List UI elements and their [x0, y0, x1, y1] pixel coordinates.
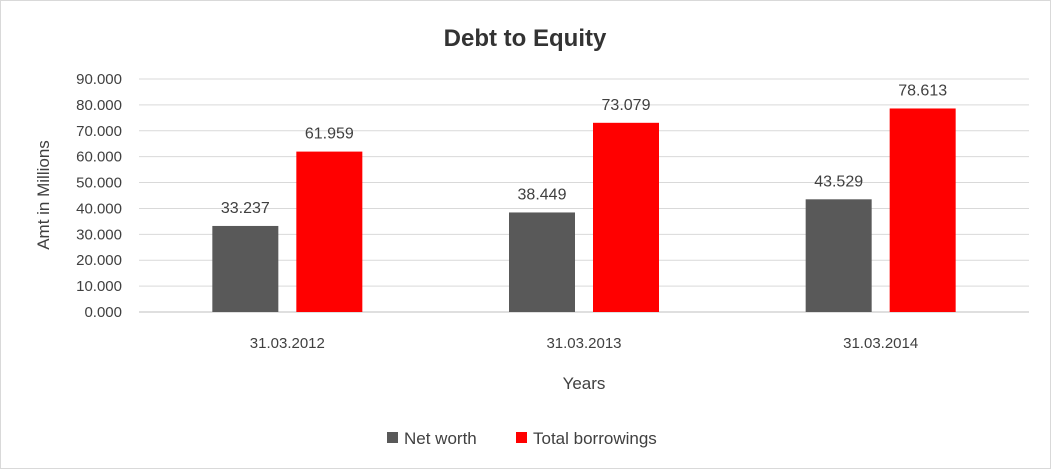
- x-tick-label: 31.03.2014: [843, 335, 918, 352]
- gridlines: [139, 78, 1029, 313]
- y-axis-label: Amt in Millions: [34, 140, 53, 250]
- chart-title: Debt to Equity: [444, 25, 607, 52]
- legend: Net worth Total borrowings: [387, 429, 657, 448]
- bar-total-borrowings: [889, 108, 956, 312]
- y-tick-label: 80.000: [76, 97, 122, 114]
- x-tick-label: 31.03.2013: [546, 335, 621, 352]
- legend-swatch: [387, 432, 398, 443]
- y-tick-label: 90.000: [76, 71, 122, 88]
- y-tick-label: 40.000: [76, 200, 122, 217]
- y-tick-label: 0.000: [84, 304, 122, 321]
- x-axis-ticks: 31.03.2012 31.03.2013 31.03.2014: [250, 335, 918, 352]
- x-axis-label: Years: [563, 374, 606, 393]
- y-tick-label: 70.000: [76, 123, 122, 140]
- legend-label: Net worth: [404, 429, 477, 448]
- data-labels: 33.237 61.959 38.449 73.079 43.529 78.613: [221, 82, 947, 216]
- bar-net-worth: [805, 199, 872, 312]
- y-tick-label: 50.000: [76, 175, 122, 192]
- y-tick-label: 20.000: [76, 252, 122, 269]
- legend-label: Total borrowings: [533, 429, 657, 448]
- data-label: 61.959: [305, 126, 354, 143]
- bar-net-worth: [212, 225, 279, 312]
- data-label: 43.529: [814, 173, 863, 190]
- bars: [212, 108, 956, 313]
- y-tick-label: 30.000: [76, 226, 122, 243]
- y-tick-label: 10.000: [76, 278, 122, 295]
- x-tick-label: 31.03.2012: [250, 335, 325, 352]
- y-tick-label: 60.000: [76, 149, 122, 166]
- bar-total-borrowings: [296, 151, 363, 312]
- data-label: 33.237: [221, 200, 270, 217]
- bar-total-borrowings: [593, 122, 659, 313]
- data-label: 73.079: [602, 97, 651, 114]
- y-axis-ticks: 0.000 10.000 20.000 30.000 40.000 50.000 60.00…: [76, 71, 122, 321]
- data-label: 38.449: [518, 186, 567, 203]
- bar-net-worth: [509, 212, 575, 312]
- data-label: 78.613: [898, 82, 947, 99]
- legend-swatch: [516, 432, 527, 443]
